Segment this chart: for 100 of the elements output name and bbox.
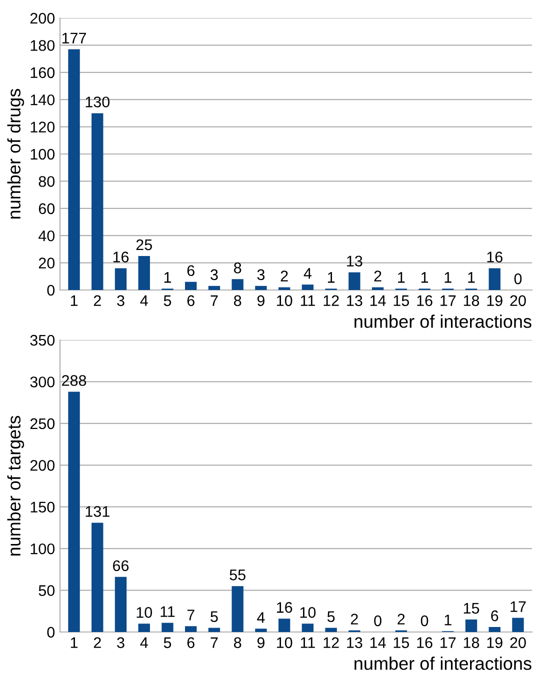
x-tick-label: 17: [440, 637, 456, 648]
bar: [278, 287, 290, 290]
data-label: 55: [230, 570, 246, 580]
bar: [138, 256, 150, 290]
bar: [512, 618, 524, 632]
x-tick-label: 9: [257, 295, 264, 306]
x-tick-label: 20: [510, 637, 526, 648]
y-axis-title: number of targets: [7, 416, 24, 556]
x-tick-label: 14: [370, 295, 386, 306]
data-label: 4: [304, 268, 312, 279]
y-tick-label: 140: [30, 94, 55, 106]
data-label: 10: [136, 607, 152, 618]
x-tick-label: 11: [300, 637, 315, 648]
y-tick-label: 0: [47, 284, 55, 296]
data-label: 1: [444, 272, 452, 283]
data-label: 0: [374, 615, 382, 626]
x-tick-label: 15: [394, 295, 410, 306]
bar: [348, 272, 360, 290]
x-tick-label: 18: [464, 295, 480, 306]
x-tick-label: 14: [370, 637, 386, 648]
x-tick-label: 6: [187, 637, 194, 648]
data-label: 66: [113, 560, 129, 572]
bar: [185, 626, 197, 632]
x-tick-label: 3: [117, 637, 124, 648]
y-tick-label: 60: [38, 203, 55, 214]
x-tick-label: 15: [394, 637, 410, 648]
x-tick-label: 1: [70, 295, 78, 306]
x-tick-label: 10: [276, 295, 292, 306]
data-label: 1: [421, 272, 428, 283]
bar: [232, 279, 244, 290]
x-tick-label: 13: [347, 637, 362, 648]
x-tick-label: 7: [210, 637, 218, 648]
data-label: 1: [398, 272, 405, 283]
x-tick-label: 16: [417, 295, 432, 306]
y-axis-title: number of drugs: [7, 88, 24, 219]
bar: [92, 113, 104, 290]
x-tick-label: 5: [164, 637, 172, 648]
x-tick-label: 8: [234, 637, 242, 648]
x-tick-label: 12: [324, 295, 339, 306]
data-label: 1: [164, 272, 171, 283]
bar: [302, 624, 314, 632]
bar: [114, 268, 127, 290]
bar: [302, 284, 314, 290]
x-axis-title: number of interactions: [354, 656, 532, 670]
x-tick-label: 18: [464, 637, 480, 648]
data-label: 16: [276, 602, 292, 613]
x-tick-label: 13: [347, 295, 362, 306]
y-tick-label: 160: [30, 67, 55, 78]
data-label: 2: [280, 270, 288, 282]
x-tick-label: 4: [140, 295, 148, 306]
data-label: 3: [257, 269, 265, 280]
bar: [465, 619, 478, 632]
data-label: 0: [514, 273, 522, 284]
data-label: 2: [398, 614, 405, 624]
data-label: 16: [113, 252, 129, 262]
data-label: 13: [347, 256, 362, 267]
x-tick-label: 17: [440, 295, 456, 306]
bar: [92, 522, 104, 632]
x-tick-label: 2: [94, 637, 101, 648]
data-label: 6: [491, 610, 498, 622]
x-tick-label: 19: [487, 637, 502, 648]
bar: [138, 624, 150, 632]
y-tick-label: 200: [30, 460, 55, 471]
data-label: 8: [234, 262, 242, 274]
bar: [255, 628, 267, 632]
y-tick-label: 50: [38, 585, 55, 596]
data-label: 288: [62, 375, 86, 386]
x-tick-label: 1: [70, 637, 78, 648]
x-tick-label: 3: [117, 295, 124, 306]
bar: [488, 268, 500, 290]
data-label: 4: [257, 612, 265, 623]
x-tick-label: 9: [257, 637, 264, 648]
data-label: 25: [136, 239, 152, 250]
y-tick-label: 350: [30, 334, 55, 346]
data-label: 177: [62, 32, 86, 44]
data-label: 0: [420, 615, 428, 626]
x-tick-label: 12: [324, 637, 339, 648]
data-label: 16: [487, 252, 502, 262]
x-tick-label: 5: [164, 295, 172, 306]
data-label: 3: [210, 269, 218, 280]
bar: [208, 628, 220, 632]
bar: [232, 586, 244, 632]
data-label: 5: [210, 611, 218, 622]
data-label: 2: [374, 270, 382, 282]
x-tick-label: 20: [510, 295, 526, 306]
y-tick-label: 300: [30, 376, 55, 388]
data-label: 15: [464, 603, 480, 614]
y-tick-label: 100: [30, 543, 55, 554]
data-label: 1: [468, 272, 475, 283]
data-label: 7: [187, 610, 194, 620]
data-label: 1: [444, 614, 452, 626]
data-label: 17: [510, 601, 526, 612]
data-label: 2: [350, 614, 358, 624]
y-tick-label: 0: [47, 626, 55, 638]
bar: [185, 282, 197, 290]
y-tick-label: 120: [30, 122, 55, 132]
bar: [255, 286, 267, 290]
x-tick-label: 11: [300, 295, 315, 306]
data-label: 6: [187, 265, 194, 276]
bar: [208, 286, 220, 290]
